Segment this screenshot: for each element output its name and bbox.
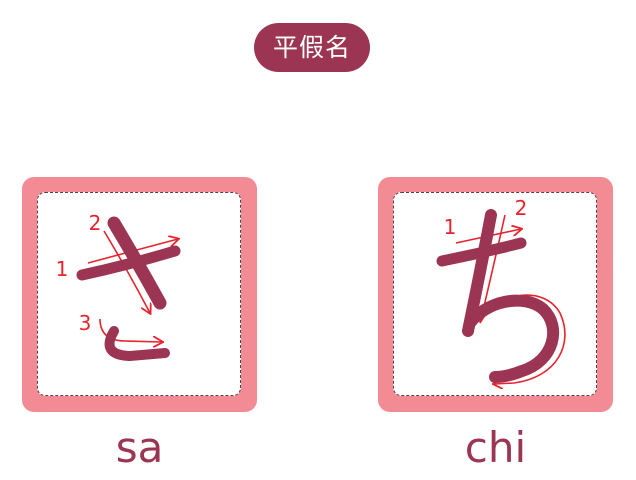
kana-chi-stroke-diagram: 1 2 [436,196,566,395]
kana-writing-box: 1 2 [393,192,597,396]
stroke-number-1: 1 [56,257,69,281]
kana-sa-stroke-diagram: 1 2 3 [56,211,240,362]
stroke-number-1: 1 [444,215,457,239]
kana-stroke-3 [104,326,170,362]
kana-card-sa: 1 2 3 [22,177,257,412]
kana-card-chi: 1 2 [378,177,613,412]
kana-writing-box: 1 2 3 [37,192,241,396]
kana-stroke-1 [76,245,181,281]
hiragana-badge: 平假名 [254,23,370,72]
stroke-number-2: 2 [515,196,528,220]
romaji-label-sa: sa [115,423,164,472]
stroke-number-2: 2 [89,211,102,235]
romaji-label-chi: chi [464,423,527,472]
stroke-number-3: 3 [79,311,92,335]
stroke-order-arrow-2 [103,230,150,313]
kana-stroke-2-loop [464,294,560,383]
kana-stroke-2 [107,216,167,310]
